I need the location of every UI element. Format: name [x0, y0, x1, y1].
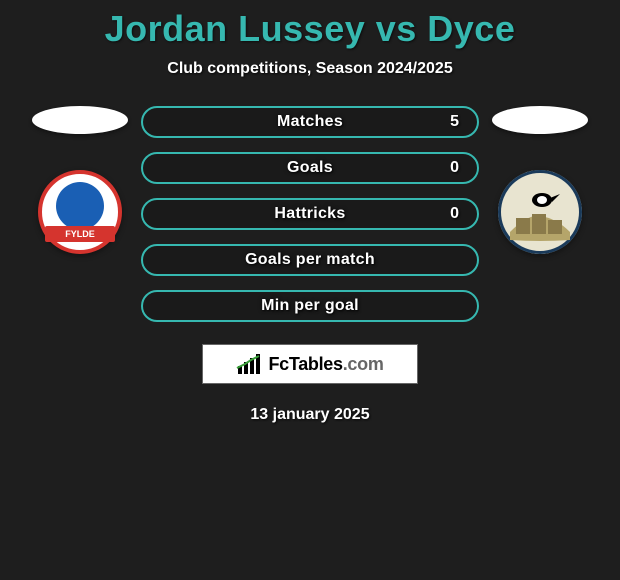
comparison-card: Jordan Lussey vs Dyce Club competitions,…: [0, 0, 620, 424]
stat-label: Min per goal: [261, 297, 359, 315]
brand-com: .com: [343, 354, 384, 374]
crest-right-art: [498, 170, 582, 254]
stat-row-goals: Goals 0: [141, 152, 479, 184]
stat-label: Matches: [277, 113, 343, 131]
right-player-col: [480, 106, 600, 254]
stat-row-matches: Matches 5: [141, 106, 479, 138]
stat-label: Goals: [287, 159, 333, 177]
stat-row-min-per-goal: Min per goal: [141, 290, 479, 322]
stat-value: 5: [450, 113, 459, 131]
stat-value: 0: [450, 205, 459, 223]
date-line: 13 january 2025: [250, 406, 369, 424]
page-title: Jordan Lussey vs Dyce: [105, 8, 516, 50]
crest-left-band: FYLDE: [45, 226, 115, 242]
bar-chart-icon: [236, 352, 264, 376]
brand-text: FcTables.com: [268, 354, 383, 375]
left-name-ellipse: [32, 106, 128, 134]
subtitle: Club competitions, Season 2024/2025: [167, 60, 452, 78]
stat-row-hattricks: Hattricks 0: [141, 198, 479, 230]
crest-left-inner: [56, 182, 104, 230]
stat-label: Goals per match: [245, 251, 375, 269]
brand-tables: Tables: [289, 354, 343, 374]
stat-value: 0: [450, 159, 459, 177]
left-player-col: FYLDE: [20, 106, 140, 254]
stat-row-goals-per-match: Goals per match: [141, 244, 479, 276]
brand-box[interactable]: FcTables.com: [202, 344, 418, 384]
right-club-crest: [498, 170, 582, 254]
right-name-ellipse: [492, 106, 588, 134]
stat-label: Hattricks: [274, 205, 345, 223]
left-club-crest: FYLDE: [38, 170, 122, 254]
brand-fc: Fc: [268, 354, 288, 374]
stats-column: Matches 5 Goals 0 Hattricks 0 Goals per …: [140, 106, 480, 322]
body-row: FYLDE Matches 5 Goals 0 Hattricks 0 Goal…: [0, 106, 620, 322]
